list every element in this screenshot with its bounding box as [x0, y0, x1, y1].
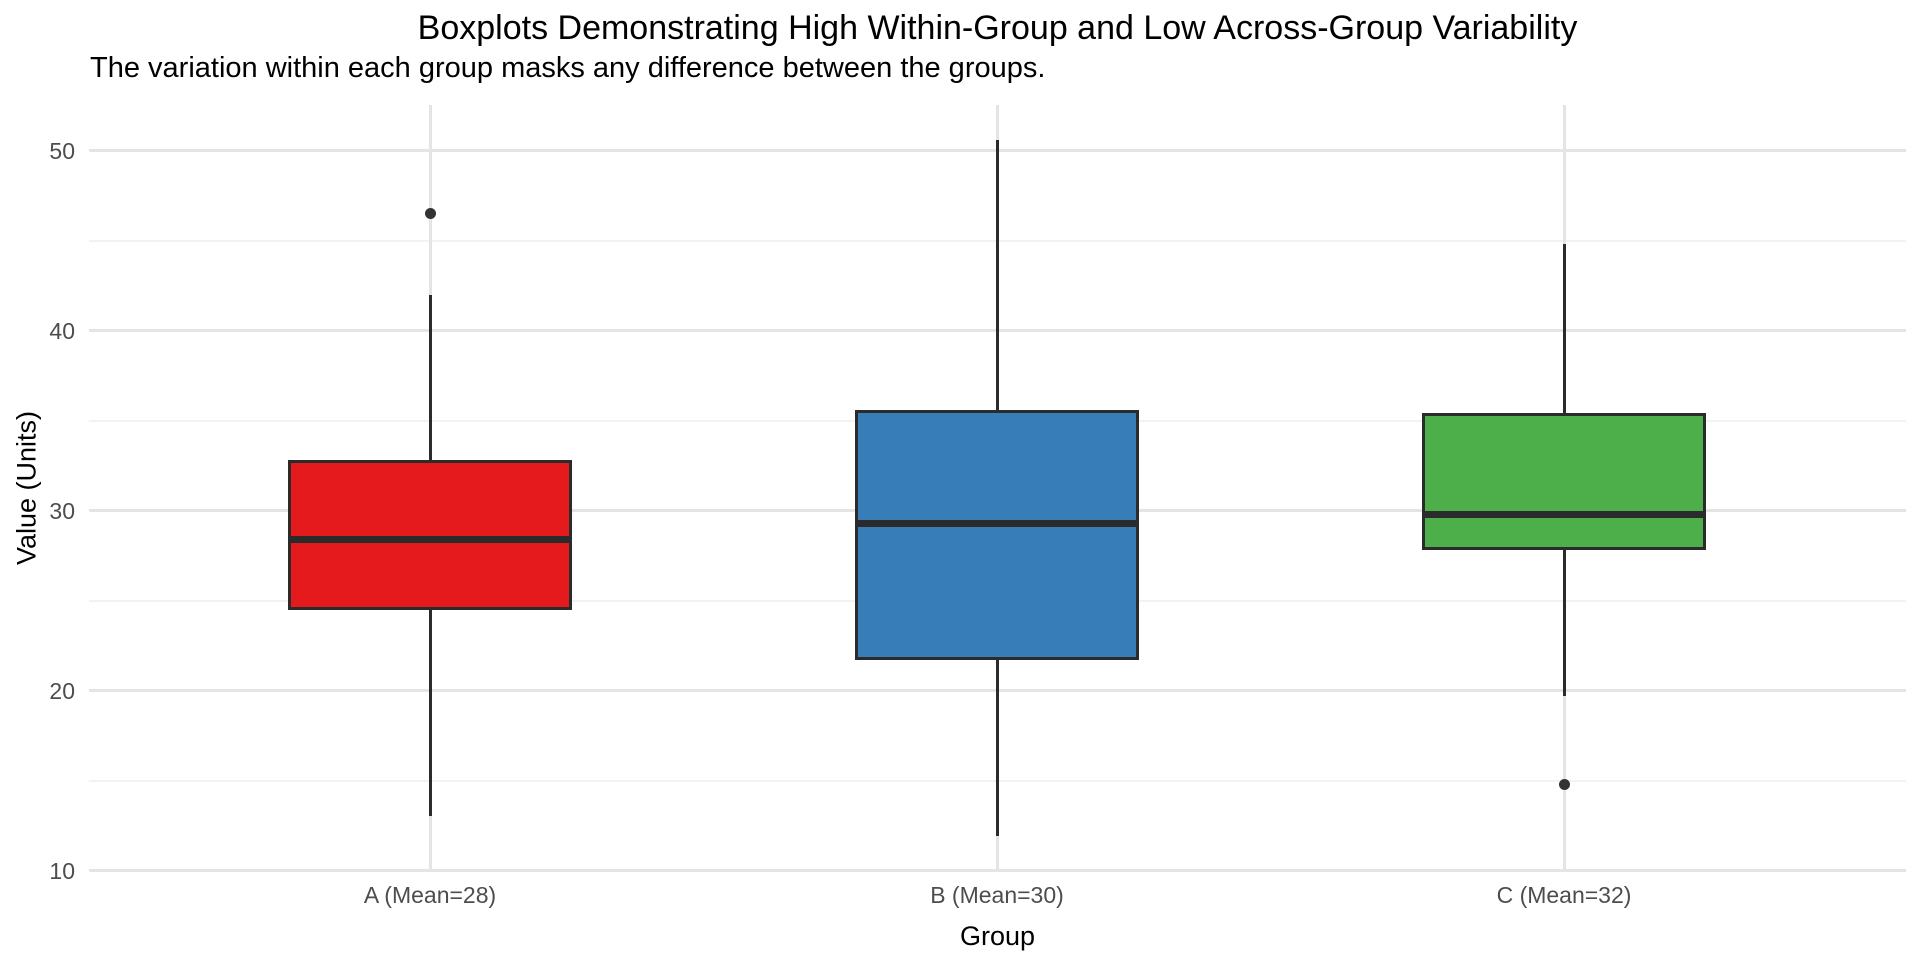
outlier-point-group-a-0: [424, 208, 436, 219]
y-tick-label-10: 10: [49, 857, 75, 884]
x-axis-title: Group: [959, 921, 1036, 951]
median-line-group-b: [855, 519, 1139, 527]
x-tick-label-group-c: C (Mean=32): [1496, 882, 1632, 908]
median-line-group-c: [1422, 510, 1706, 518]
chart-subtitle: The variation within each group masks an…: [90, 52, 1046, 84]
y-tick-label-40: 40: [49, 317, 75, 344]
whisker-lower-group-c: [1562, 548, 1566, 696]
whisker-upper-group-a: [428, 294, 432, 462]
outlier-point-group-c-0: [1558, 778, 1570, 790]
chart-title: Boxplots Demonstrating High Within-Group…: [417, 9, 1578, 47]
box-group-c: [1422, 413, 1706, 551]
y-tick-label-30: 30: [49, 497, 75, 524]
x-tick-label-group-a: A (Mean=28): [363, 882, 497, 908]
median-line-group-a: [288, 535, 572, 543]
box-group-a: [288, 459, 572, 610]
whisker-lower-group-b: [995, 658, 999, 837]
y-tick-label-20: 20: [49, 677, 75, 704]
x-tick-label-group-b: B (Mean=30): [930, 882, 1064, 908]
box-group-b: [855, 409, 1139, 661]
whisker-upper-group-b: [995, 139, 999, 412]
whisker-lower-group-a: [428, 607, 432, 817]
whisker-upper-group-c: [1562, 244, 1566, 416]
y-axis-title: Value (Units): [11, 410, 42, 566]
y-tick-label-50: 50: [49, 137, 75, 164]
